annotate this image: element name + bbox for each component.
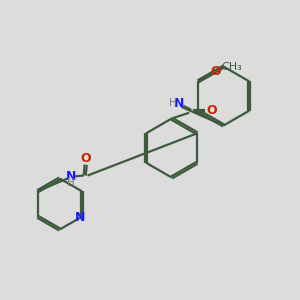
Text: CH₃: CH₃ [221,61,242,72]
Text: N: N [75,211,85,224]
Text: H: H [169,98,176,108]
Text: O: O [211,65,221,78]
Text: O: O [206,104,217,117]
Text: O: O [80,152,91,165]
Text: H: H [67,178,75,188]
Text: N: N [66,170,76,183]
Text: N: N [174,98,184,110]
